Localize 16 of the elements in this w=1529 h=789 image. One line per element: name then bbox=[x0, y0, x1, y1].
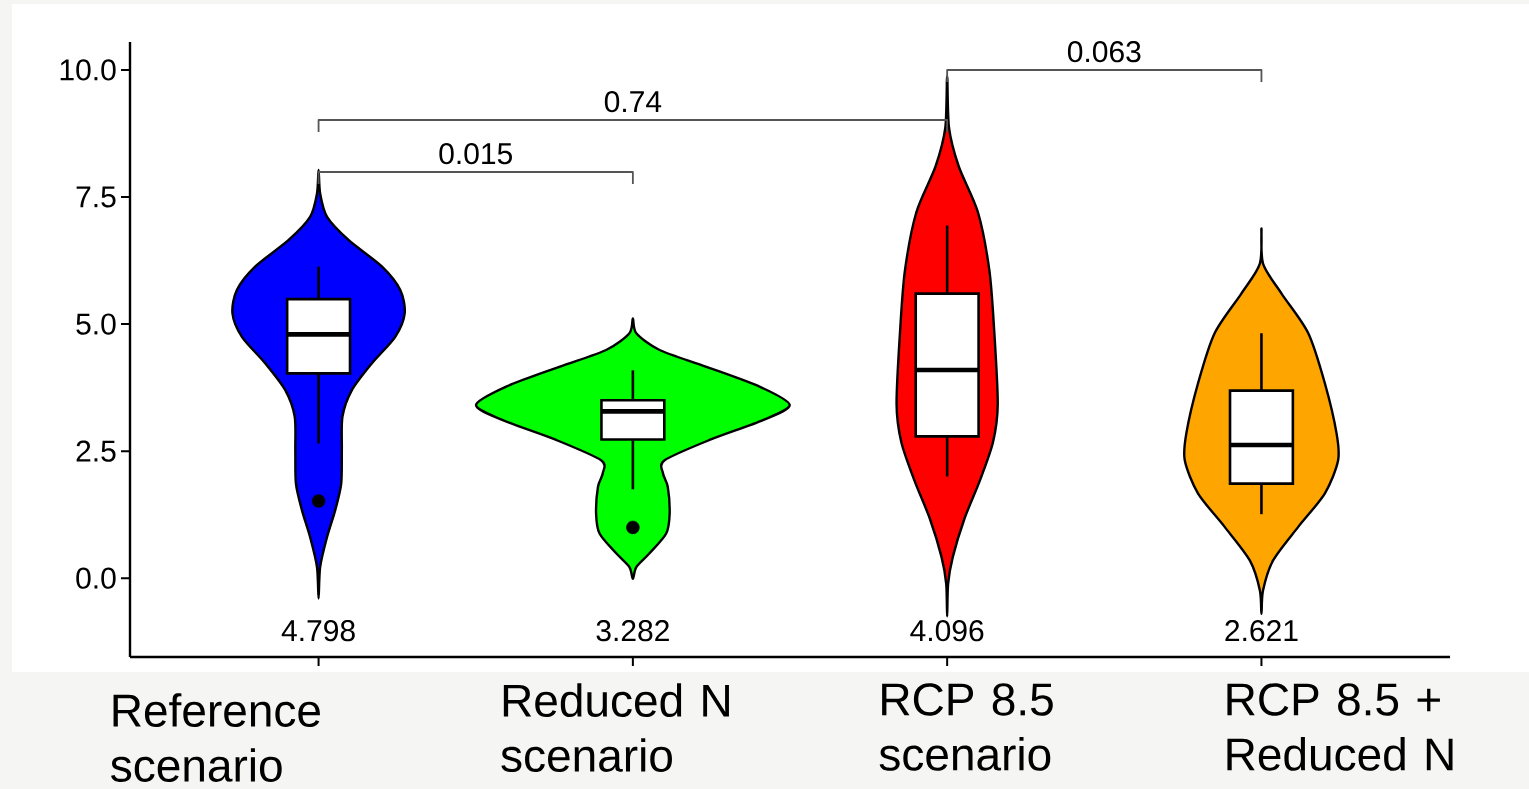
text: 2.621 bbox=[1225, 620, 1298, 642]
y-tick-label: 10.0 bbox=[60, 59, 116, 81]
x-tick-label: Reference scenario bbox=[111, 693, 320, 782]
annotation: 0.063 bbox=[1067, 41, 1141, 63]
y-tick-label: 5.0 bbox=[76, 313, 116, 335]
y-tick-label: 7.5 bbox=[76, 186, 116, 208]
y-tick-label: 0.0 bbox=[76, 567, 116, 589]
y-tick-label: 2.5 bbox=[76, 440, 116, 462]
text: 4.096 bbox=[910, 620, 984, 642]
x-tick-label: RCP 8.5 + Reduced N bbox=[1227, 683, 1453, 771]
annotation: 0.74 bbox=[604, 91, 662, 113]
annotation: 0.015 bbox=[439, 143, 512, 165]
text: 3.282 bbox=[596, 620, 669, 642]
x-tick-label: RCP 8.5 scenario bbox=[879, 683, 1053, 771]
text: 4.798 bbox=[281, 620, 355, 642]
x-tick-label: Reduced N scenario bbox=[501, 683, 729, 772]
